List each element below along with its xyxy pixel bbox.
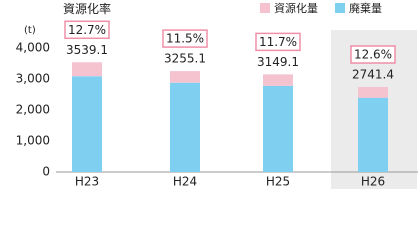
rate-label: 12.6%: [354, 48, 392, 62]
x-tick-label: H24: [173, 175, 197, 189]
rate-title: 資源化率: [63, 1, 111, 16]
chart: (t) 0 1,000 2,000 3,000 4,000 資源化量 廃棄量 3539.1 12…: [16, 1, 418, 189]
rate-label: 11.7%: [259, 35, 297, 49]
x-tick-label: H23: [75, 175, 99, 189]
y-tick-label: 3,000: [16, 72, 50, 86]
unit-label: (t): [24, 25, 36, 36]
legend-swatch: [260, 3, 270, 13]
y-tick-label: 2,000: [16, 103, 50, 117]
total-label: 3149.1: [257, 55, 299, 69]
bar-segment: [263, 85, 293, 172]
rate-box: [162, 29, 208, 48]
rate-label: 12.7%: [68, 23, 106, 37]
rate-box: [64, 20, 110, 40]
total-label: 3255.1: [164, 52, 206, 66]
total-label: 3539.1: [66, 43, 108, 57]
rate-box: [350, 45, 396, 64]
legend-swatch: [335, 3, 345, 13]
bar-segment: [358, 97, 388, 172]
bar-segment: [263, 74, 293, 86]
legend-label: 廃棄量: [349, 1, 382, 15]
bar-segment: [358, 87, 388, 98]
rate-label: 11.5%: [166, 32, 204, 46]
bar-segment: [72, 76, 102, 172]
legend-label: 資源化量: [274, 1, 318, 15]
bar-segment: [170, 82, 200, 172]
y-tick-label: 4,000: [16, 41, 50, 55]
bar-segment: [72, 62, 102, 77]
rate-box: [255, 32, 301, 52]
x-tick-label: H26: [361, 175, 385, 189]
y-tick-label: 0: [42, 165, 50, 179]
bar-segment: [170, 71, 200, 83]
y-tick-label: 1,000: [16, 134, 50, 148]
x-tick-label: H25: [266, 175, 290, 189]
total-label: 2741.4: [352, 68, 394, 82]
